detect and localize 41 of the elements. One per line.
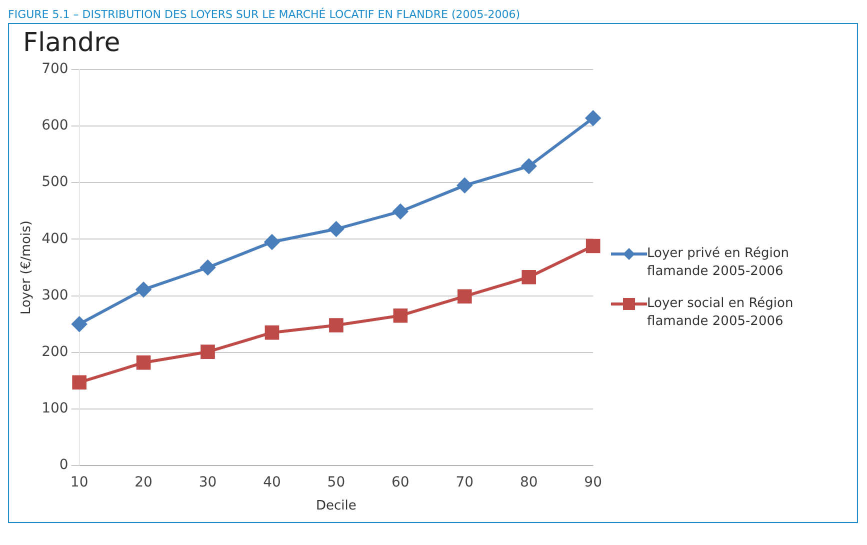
point <box>586 238 600 254</box>
point <box>329 318 344 332</box>
point <box>136 282 152 298</box>
point <box>521 158 536 174</box>
x-tick-label: 90 <box>584 474 602 491</box>
chart-subtitle: Flandre <box>23 28 122 58</box>
x-tick-label: 60 <box>392 474 410 491</box>
y-tick-label: 200 <box>42 344 68 360</box>
point <box>264 325 280 340</box>
legend-label: Loyer social en Région flamande 2005-2006 <box>647 295 794 331</box>
point <box>328 222 344 237</box>
x-tick-label: 10 <box>70 474 88 491</box>
y-tick-label: 600 <box>42 118 68 134</box>
point <box>392 204 408 219</box>
point <box>200 260 216 275</box>
chart-title: FIGURE 5.1 – DISTRIBUTION DES LOYERS SUR LE MARCHÉ LOCATIF EN FLANDRE (2005-2006) <box>8 8 858 24</box>
point <box>586 110 601 126</box>
x-tick-label: 40 <box>263 474 281 491</box>
y-tick-label: 700 <box>42 61 68 78</box>
point <box>457 178 472 193</box>
point <box>264 234 280 250</box>
y-axis-title: Loyer (€/mois) <box>19 220 34 314</box>
point <box>457 289 472 304</box>
point <box>136 355 151 370</box>
legend-label: Loyer privé en Région flamande 2005-2006 <box>647 245 790 281</box>
x-axis-title: Decile <box>316 498 356 514</box>
x-tick-label: 80 <box>520 474 538 491</box>
y-tick-label: 400 <box>42 230 68 247</box>
y-tick-label: 300 <box>42 287 68 304</box>
x-tick-label: 70 <box>456 474 474 491</box>
x-tick-label: 50 <box>327 474 346 491</box>
point <box>393 308 408 323</box>
y-tick-label: 500 <box>42 174 68 190</box>
point <box>200 344 215 359</box>
y-tick-label: 100 <box>42 400 68 417</box>
point <box>72 316 87 332</box>
y-tick-label: 0 <box>59 457 68 474</box>
point <box>72 375 86 390</box>
x-tick-label: 20 <box>134 474 152 491</box>
x-tick-label: 30 <box>198 474 217 491</box>
point <box>522 270 536 284</box>
